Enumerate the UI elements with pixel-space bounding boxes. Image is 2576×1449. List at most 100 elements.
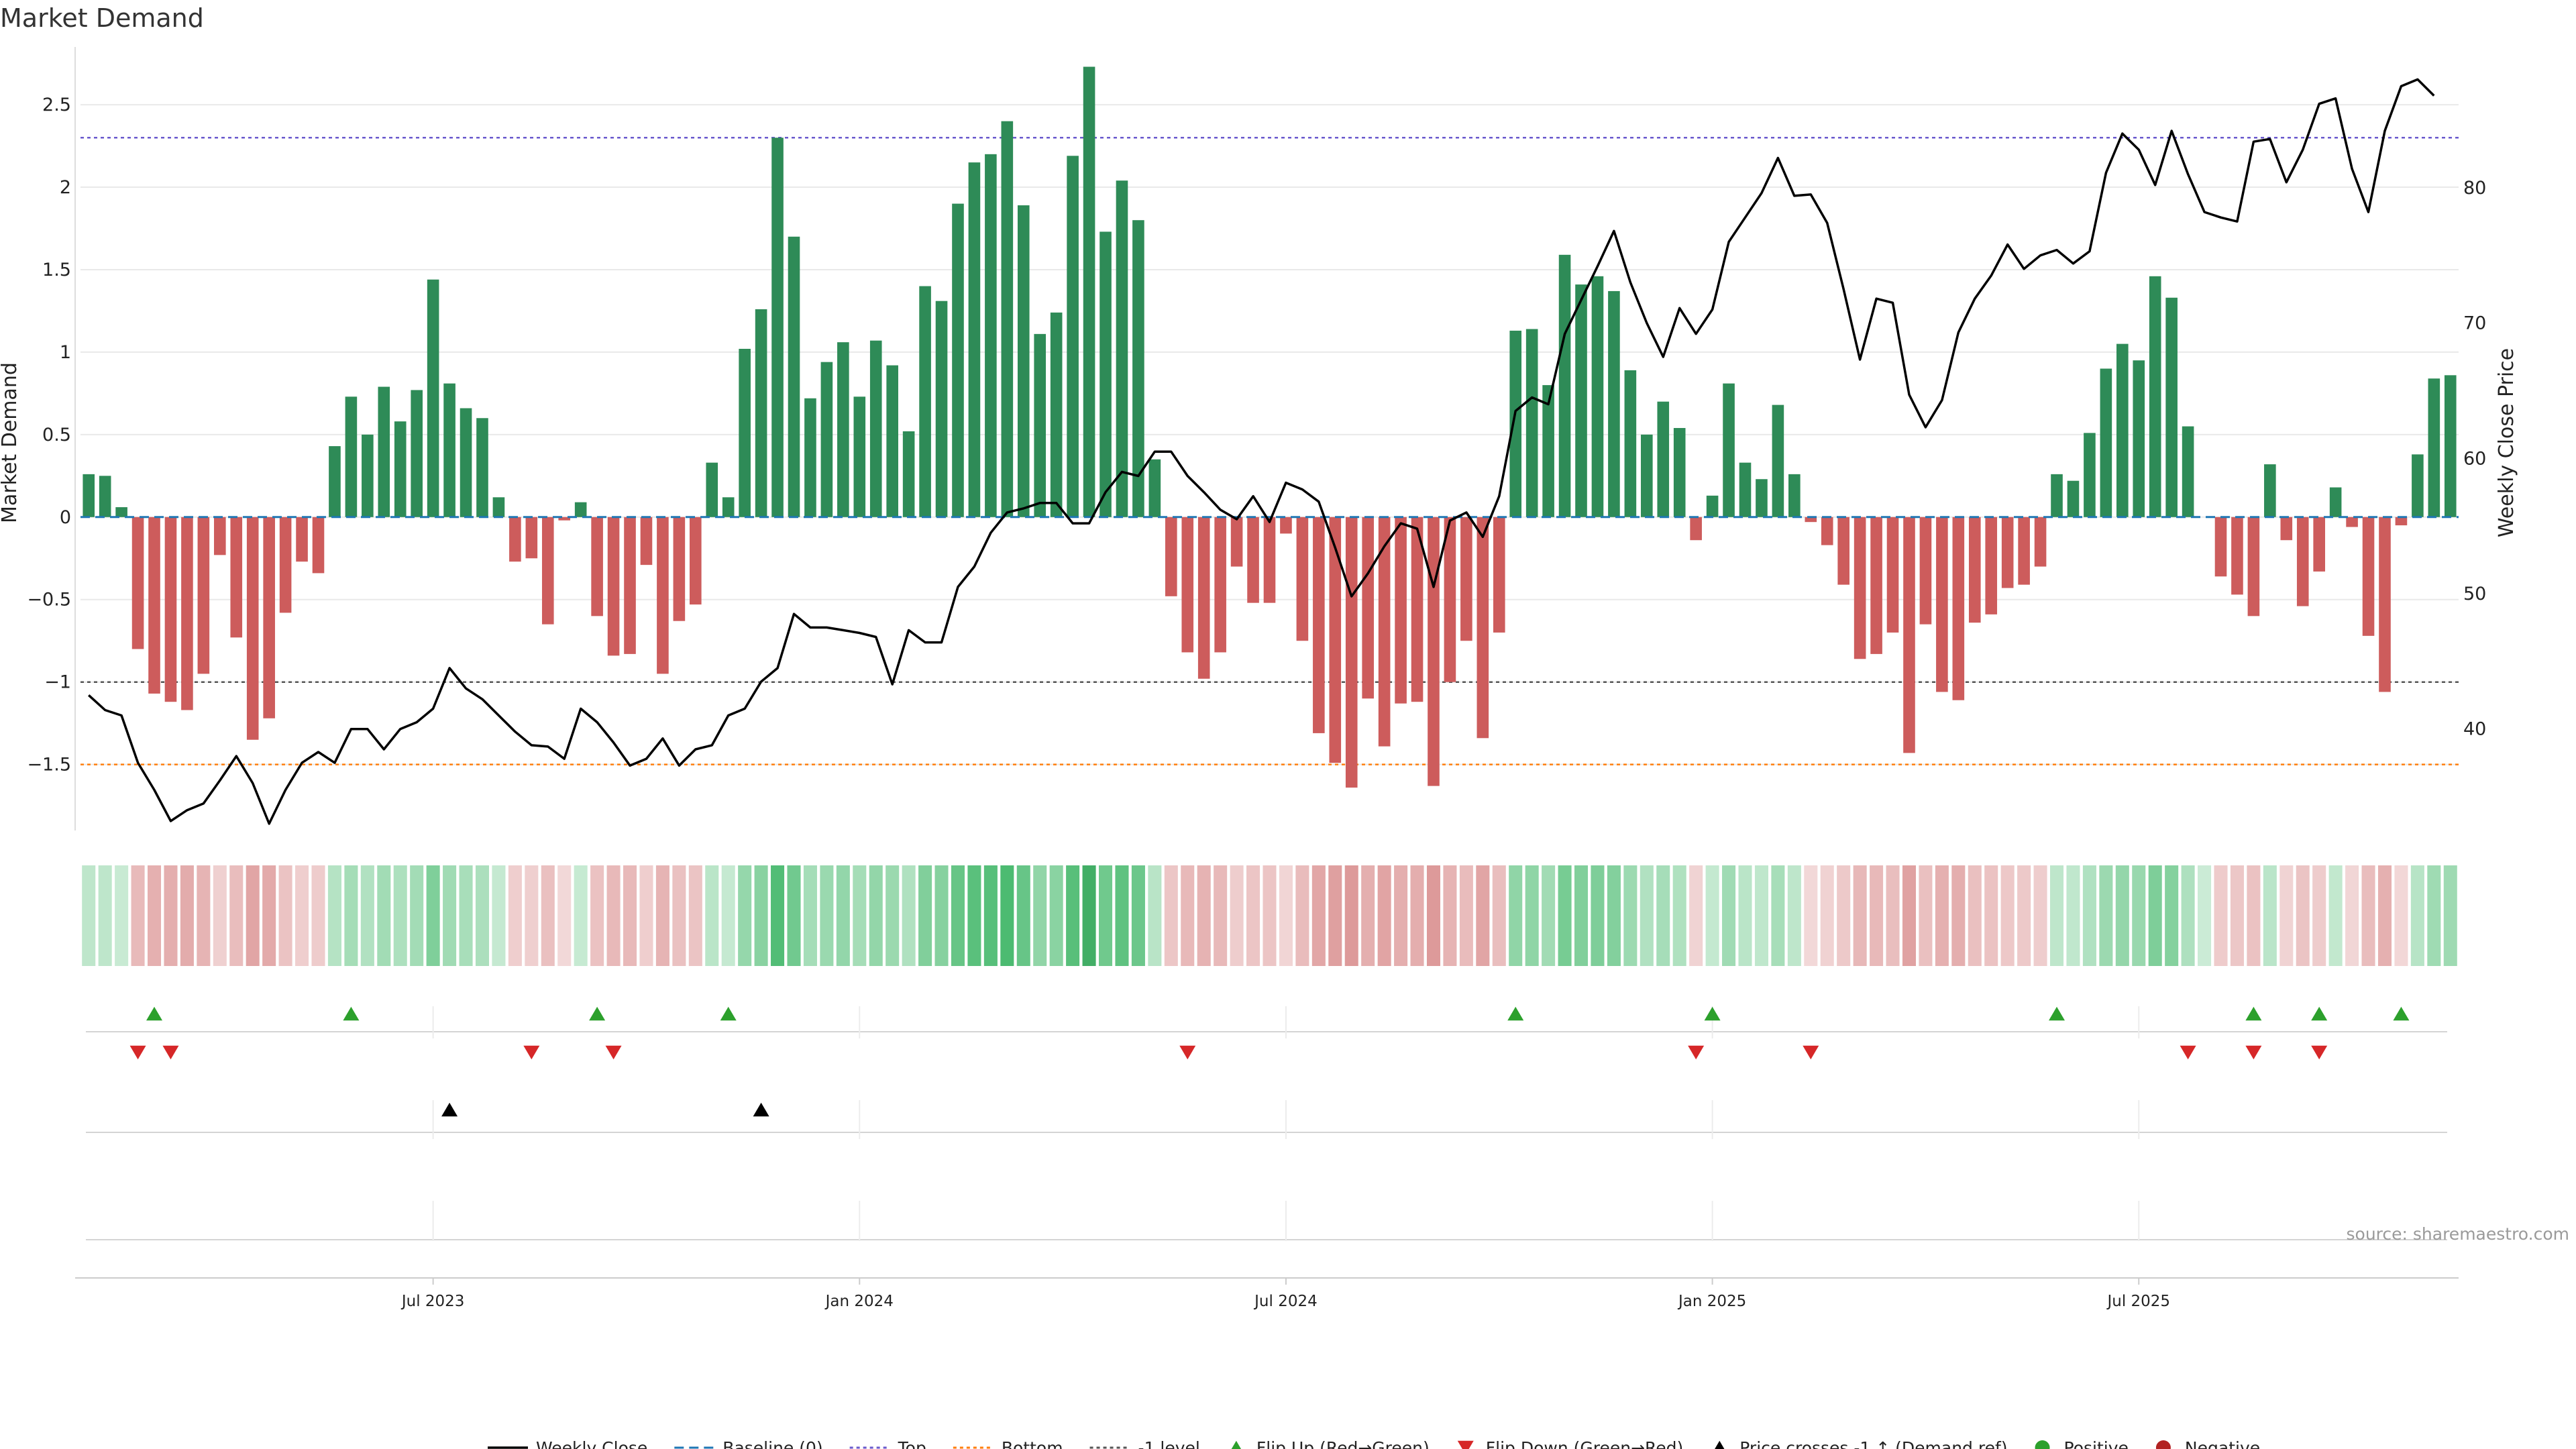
demand-bar-positive [1641, 434, 1653, 517]
y-tick-label: 2.5 [42, 95, 71, 115]
heat-strip-tile [2279, 865, 2294, 966]
heat-strip-tile [1705, 865, 1719, 966]
heat-strip-tile [1722, 865, 1736, 966]
heat-strip-tile [1361, 865, 1375, 966]
heat-strip-tile [721, 865, 735, 966]
demand-bar-negative [1181, 517, 1194, 653]
heat-strip-tile [1148, 865, 1162, 966]
demand-bar-positive [1706, 495, 1719, 517]
y2-tick-label: 40 [2463, 719, 2486, 740]
legend-label: Positive [2064, 1438, 2129, 1449]
heat-strip-tile [771, 865, 785, 966]
heat-strip-tile [508, 865, 522, 966]
heat-strip-tile [1016, 865, 1030, 966]
heat-strip-tile [1476, 865, 1490, 966]
heat-strip-tile [1558, 865, 1572, 966]
heat-strip-tile [2115, 865, 2129, 966]
demand-bar-positive [902, 431, 915, 517]
y2-tick-label: 60 [2463, 448, 2486, 469]
heat-strip-tile [492, 865, 506, 966]
demand-bar-negative [2034, 517, 2047, 567]
demand-bar-negative [1805, 517, 1817, 523]
heat-strip-tile [1279, 865, 1293, 966]
demand-bar-negative [164, 517, 177, 702]
demand-bar-positive [427, 279, 439, 517]
source-note: source: sharemaestro.com [2347, 1224, 2570, 1244]
heat-strip-tile [1525, 865, 1539, 966]
demand-bar-negative [246, 517, 259, 740]
x-tick-label: Jul 2025 [2106, 1293, 2170, 1310]
demand-bar-negative [2247, 517, 2260, 616]
legend-symbol [1231, 1440, 1242, 1449]
heat-strip-tile [311, 865, 325, 966]
demand-bar-positive [1017, 205, 1030, 517]
demand-bar-negative [1854, 517, 1866, 659]
demand-bar-positive [476, 418, 488, 517]
y-tick-label: 0.5 [42, 425, 71, 445]
demand-bar-positive [722, 497, 735, 517]
flip-down-marker [2311, 1045, 2328, 1060]
demand-bar-negative [1230, 517, 1243, 567]
demand-bar-positive [1099, 231, 1112, 517]
demand-heat-strip [82, 865, 2457, 966]
demand-bar-positive [985, 154, 997, 517]
reference-lines [80, 136, 2459, 765]
heat-strip-tile [1607, 865, 1621, 966]
demand-bar-negative [2395, 517, 2408, 526]
heat-strip-tile [1410, 865, 1424, 966]
demand-bar-negative [2313, 517, 2325, 572]
legend-item: Positive [2035, 1438, 2129, 1449]
demand-bar-negative [2001, 517, 2014, 588]
demand-bar-negative [2214, 517, 2227, 577]
legend-symbol [1457, 1440, 1474, 1449]
heat-strip-tile [672, 865, 686, 966]
heat-strip-tile [98, 865, 112, 966]
heat-strip-tile [1377, 865, 1391, 966]
demand-bar-negative [296, 517, 308, 562]
demand-bar-negative [1444, 517, 1456, 682]
heat-strip-tile [1000, 865, 1014, 966]
heat-strip-tile [557, 865, 572, 966]
demand-bar-positive [378, 386, 390, 517]
demand-bar-positive [886, 365, 898, 517]
demand-bar-positive [968, 162, 981, 517]
legend-label: Price crosses -1 ↑ (Demand ref) [1739, 1438, 2007, 1449]
demand-bar-positive [1083, 66, 1095, 517]
demand-bar-negative [640, 517, 653, 566]
heat-strip-tile [377, 865, 391, 966]
heat-strip-tile [918, 865, 932, 966]
heat-strip-tile [1689, 865, 1703, 966]
demand-bar-positive [2165, 297, 2178, 517]
heat-strip-tile [525, 865, 539, 966]
demand-bar-positive [1772, 405, 1784, 517]
heat-strip-tile [1181, 865, 1195, 966]
heat-strip-tile [1214, 865, 1228, 966]
heat-strip-tile [885, 865, 900, 966]
heat-strip-tile [410, 865, 424, 966]
demand-bar-negative [1263, 517, 1276, 603]
heat-strip-tile [951, 865, 965, 966]
demand-bar-positive [1608, 290, 1620, 517]
event-markers [86, 1006, 2447, 1241]
demand-bar-positive [2428, 378, 2440, 517]
demand-bar-positive [1624, 370, 1637, 517]
heat-strip-tile [2214, 865, 2228, 966]
legend-label: Baseline (0) [722, 1438, 822, 1449]
heat-strip-tile [1984, 865, 1998, 966]
heat-strip-tile [1344, 865, 1358, 966]
heat-strip-tile [1820, 865, 1834, 966]
demand-bar-negative [1968, 517, 1981, 623]
flip-down-marker [1688, 1045, 1705, 1060]
demand-bar-positive [853, 396, 866, 517]
heat-strip-tile [1542, 865, 1556, 966]
heat-strip-tile [2361, 865, 2375, 966]
demand-bar-positive [755, 309, 767, 517]
price-cross-marker [441, 1102, 458, 1117]
demand-bar-negative [2231, 517, 2243, 595]
heat-strip-tile [197, 865, 211, 966]
heat-strip-tile [164, 865, 178, 966]
flip-down-marker [162, 1045, 179, 1060]
heat-strip-tile [836, 865, 850, 966]
demand-bar-negative [2296, 517, 2309, 606]
